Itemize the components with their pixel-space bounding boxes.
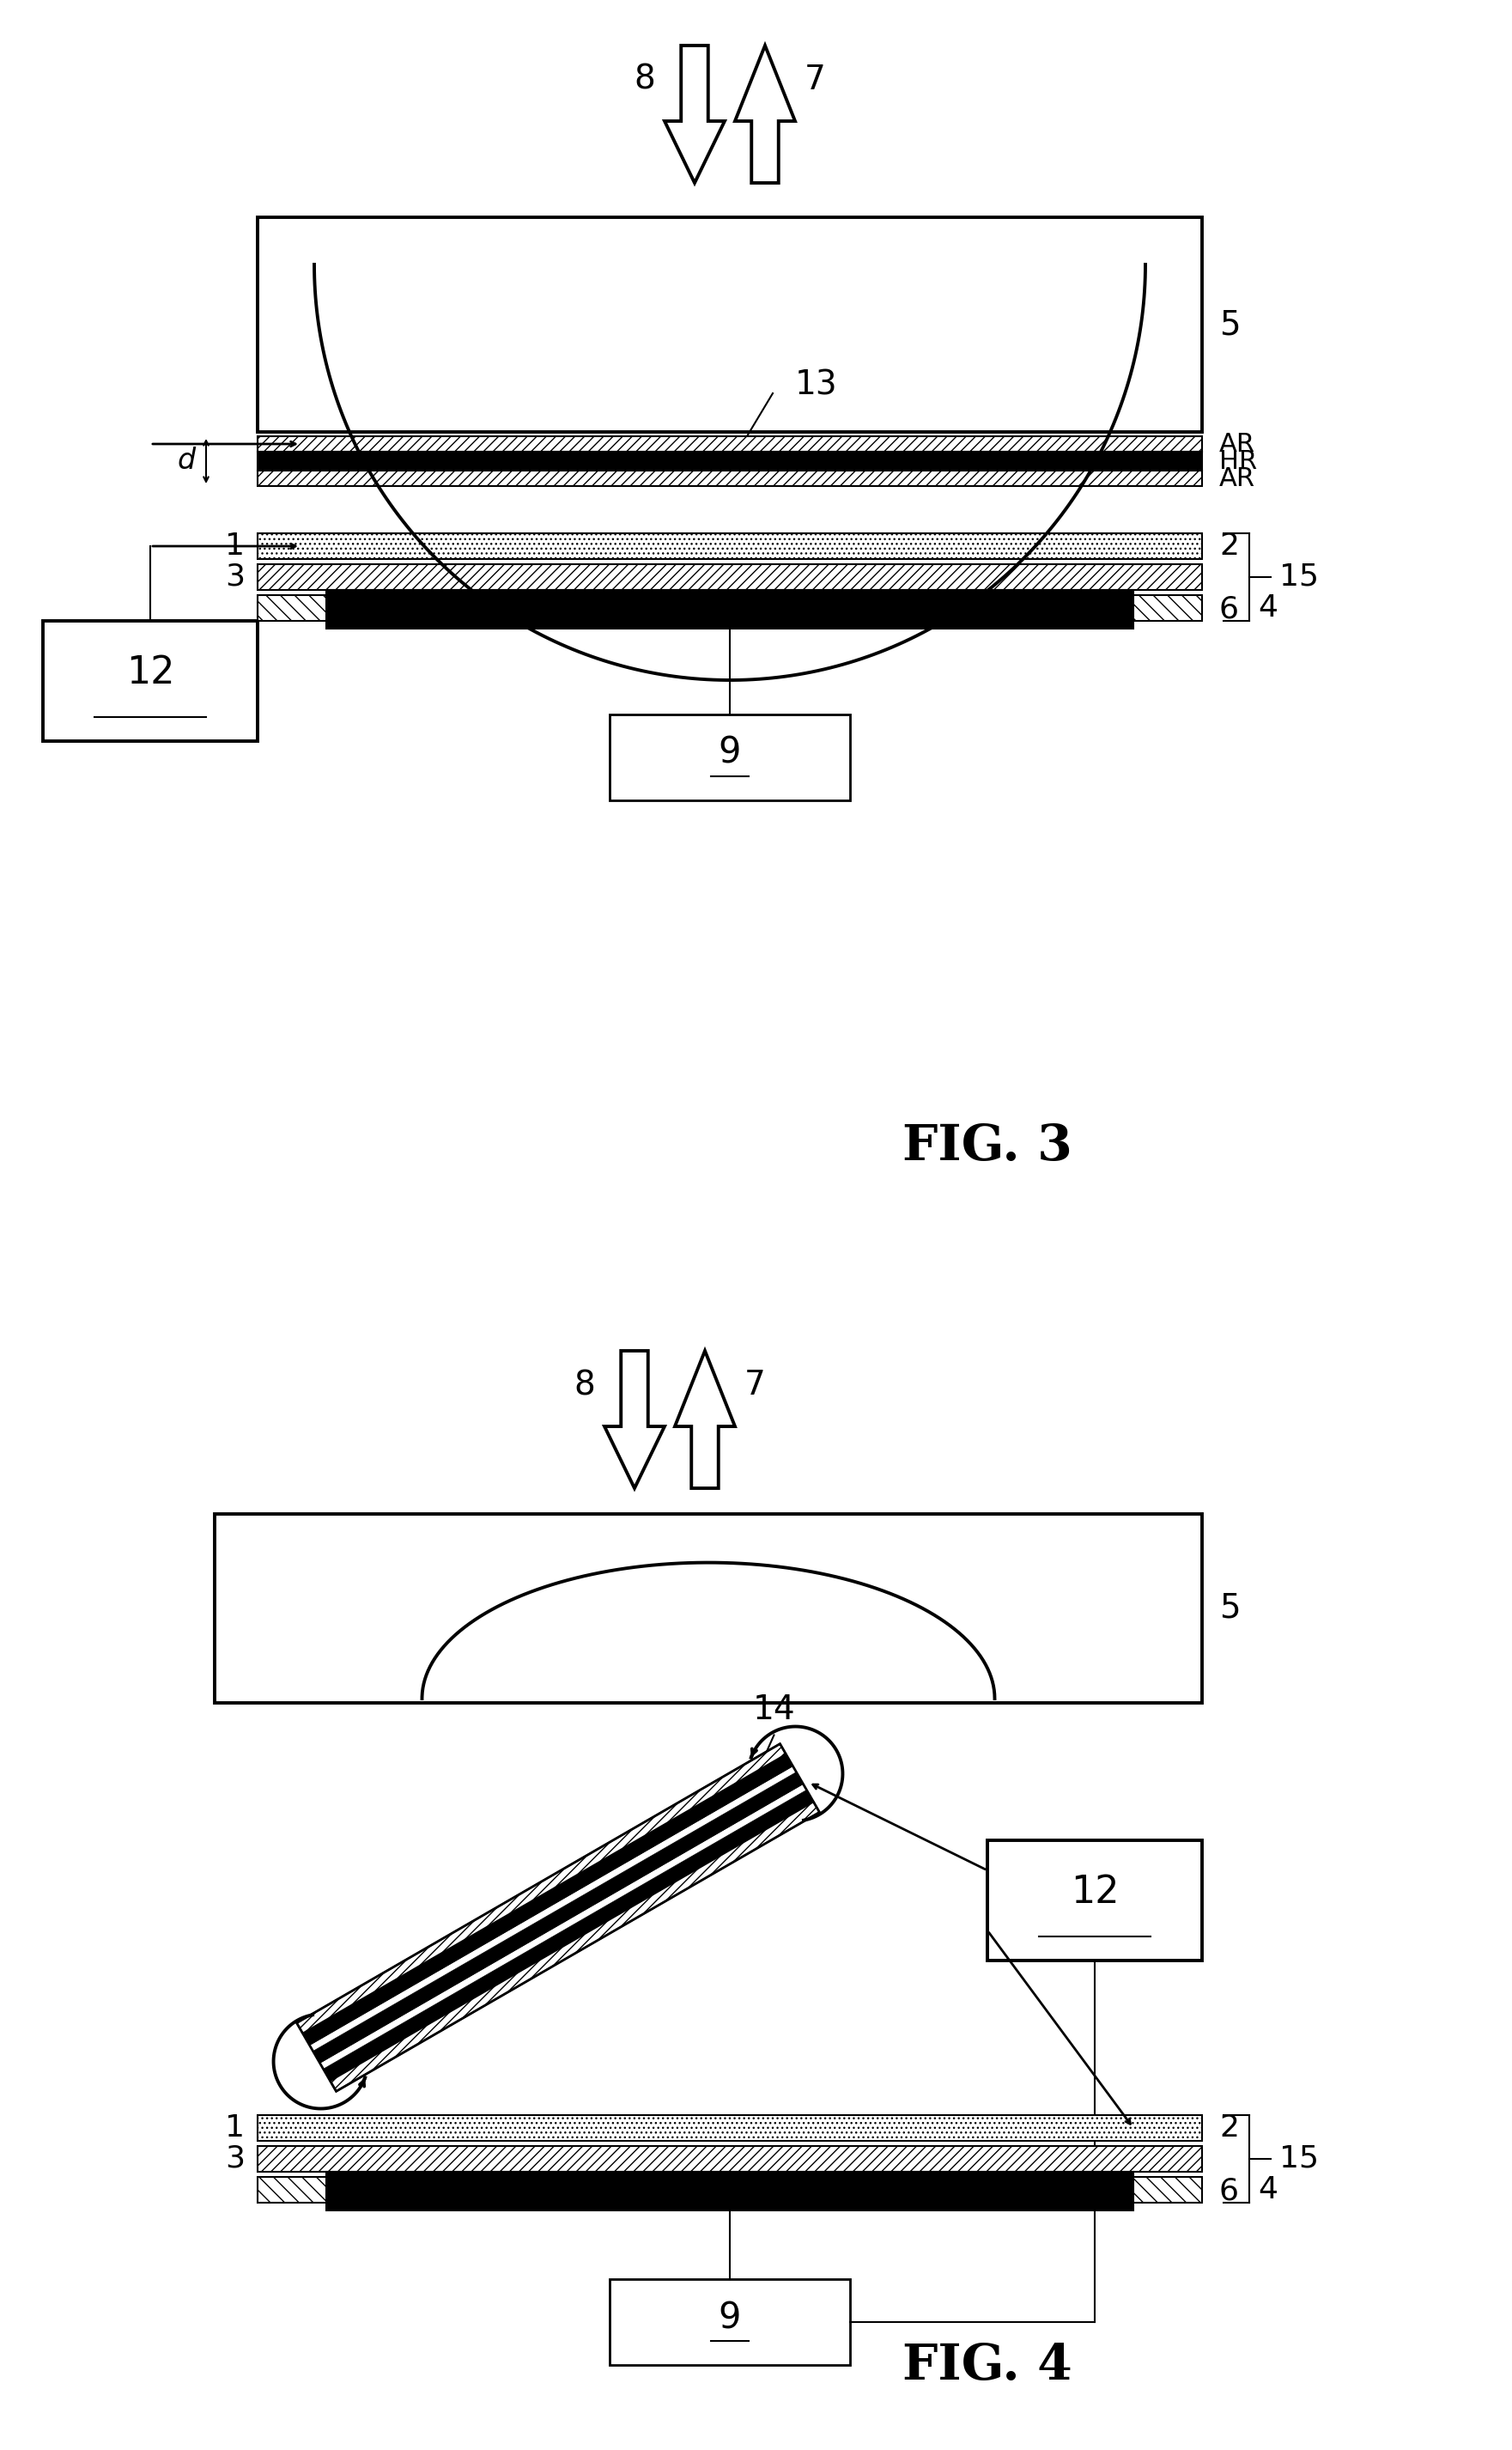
Bar	[257, 436, 1202, 451]
Polygon shape	[735, 47, 795, 184]
Text: 12: 12	[1070, 1874, 1119, 1911]
Polygon shape	[324, 1791, 813, 2080]
Text: HR: HR	[1219, 448, 1256, 473]
Text: 15: 15	[1279, 564, 1318, 593]
Text: 4: 4	[1258, 593, 1278, 622]
Bar	[987, 1840, 1202, 1960]
Bar	[257, 2178, 1202, 2203]
Text: 1: 1	[225, 532, 245, 561]
Bar	[257, 2146, 1202, 2171]
Bar	[609, 2278, 850, 2364]
Text: 14: 14	[753, 1693, 795, 1727]
Text: FIG. 3: FIG. 3	[903, 1122, 1072, 1171]
Polygon shape	[310, 1766, 797, 2051]
Text: 13: 13	[794, 367, 838, 402]
Text: 12: 12	[125, 654, 174, 691]
Bar	[609, 715, 850, 801]
Text: d: d	[177, 446, 195, 475]
Text: 6: 6	[1219, 2176, 1238, 2205]
Bar	[257, 218, 1202, 431]
Text: AR: AR	[1219, 466, 1255, 490]
Text: 5: 5	[1219, 1592, 1240, 1624]
Text: 1: 1	[225, 2114, 245, 2144]
Bar	[327, 2171, 1134, 2210]
Polygon shape	[330, 1801, 820, 2092]
Bar	[257, 534, 1202, 559]
Text: 2: 2	[1219, 2114, 1238, 2144]
Polygon shape	[302, 1754, 792, 2046]
Polygon shape	[321, 1784, 806, 2068]
Bar	[257, 2114, 1202, 2141]
Polygon shape	[665, 47, 724, 184]
Text: FIG. 4: FIG. 4	[903, 2342, 1072, 2389]
Text: 9: 9	[718, 2301, 741, 2335]
Text: 8: 8	[573, 1370, 596, 1401]
Bar	[257, 595, 1202, 620]
Bar	[257, 451, 1202, 470]
Text: 7: 7	[744, 1370, 765, 1401]
Polygon shape	[674, 1350, 735, 1487]
Bar	[257, 470, 1202, 485]
Text: 4: 4	[1258, 2176, 1278, 2205]
Text: 9: 9	[718, 735, 741, 772]
Bar	[42, 620, 257, 740]
Text: 15: 15	[1279, 2144, 1318, 2173]
Polygon shape	[296, 1744, 786, 2033]
Bar	[257, 564, 1202, 590]
Text: 8: 8	[634, 64, 655, 96]
Text: 3: 3	[225, 564, 245, 593]
Text: AR: AR	[1219, 431, 1255, 456]
Text: 5: 5	[1219, 309, 1240, 341]
Polygon shape	[605, 1350, 665, 1487]
Text: 7: 7	[804, 64, 826, 96]
Bar	[215, 1514, 1202, 1703]
Text: 3: 3	[225, 2144, 245, 2173]
Text: 6: 6	[1219, 595, 1238, 625]
Text: 2: 2	[1219, 532, 1238, 561]
Bar	[327, 590, 1134, 630]
Polygon shape	[313, 1771, 803, 2063]
